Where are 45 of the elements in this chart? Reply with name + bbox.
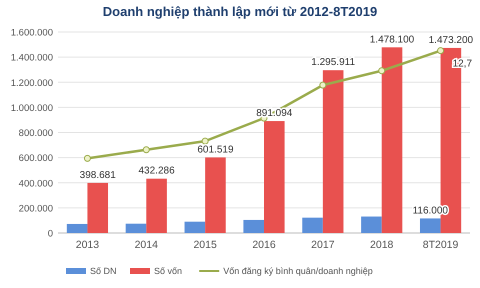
bar: [322, 70, 344, 233]
bar: [243, 220, 264, 233]
bar: [420, 218, 441, 233]
x-tick-label: 2014: [134, 239, 158, 251]
point: [84, 154, 91, 162]
x-tick-label: 2013: [76, 239, 100, 251]
bar: [302, 218, 323, 233]
bar: [126, 224, 146, 233]
y-tick-label: 800.000: [18, 128, 53, 139]
legend-label: Số vốn: [154, 266, 182, 276]
chart-title: Doanh nghiệp thành lập mới từ 2012-8T2019: [102, 4, 378, 19]
y-tick-label: 600.000: [18, 153, 53, 164]
x-tick-label: 8T2019: [422, 239, 459, 251]
bar: [382, 47, 402, 233]
y-tick-label: 1.600.000: [10, 28, 53, 38]
y-tick-label: 0: [48, 228, 53, 240]
bar: [87, 182, 108, 233]
data-label: 1.473.200: [428, 34, 474, 46]
x-tick-label: 2015: [193, 239, 217, 251]
legend-label: Số DN: [90, 266, 117, 276]
data-label: 1.295.911: [311, 57, 356, 68]
point: [437, 47, 444, 54]
point: [378, 67, 386, 74]
bar: [264, 121, 285, 233]
legend-label: Vốn đăng ký bình quân/doanh nghiệp: [223, 266, 373, 276]
point: [142, 146, 150, 154]
bar: [205, 157, 226, 233]
point: [319, 82, 326, 89]
data-label: 1.478.100: [370, 34, 415, 46]
data-label: 601.519: [197, 144, 234, 156]
bar: [361, 216, 382, 233]
bar: [184, 222, 206, 233]
x-tick-label: 2016: [252, 239, 276, 251]
data-label: 432.286: [138, 166, 176, 177]
y-tick-label: 400.000: [18, 178, 53, 190]
bar: [146, 178, 167, 233]
bar: [66, 224, 88, 233]
x-tick-label: 2017: [311, 239, 335, 251]
y-tick-label: 200.000: [18, 203, 53, 214]
y-tick-label: 1.200.000: [10, 78, 53, 89]
data-label: 398.681: [80, 170, 116, 181]
x-tick-label: 2018: [370, 239, 394, 251]
point: [202, 138, 209, 145]
y-tick-label: 1.000.000: [10, 102, 53, 114]
y-tick-label: 1.400.000: [10, 52, 53, 64]
